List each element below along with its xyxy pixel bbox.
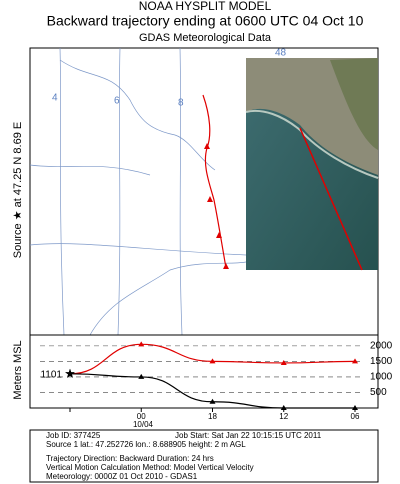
- meteorology: Meteorology: 0000Z 01 Oct 2010 - GDAS1: [46, 472, 198, 481]
- source-marker: [65, 368, 75, 378]
- point-marker: [209, 358, 216, 364]
- point-marker: [280, 405, 287, 410]
- method: Vertical Motion Calculation Method: Mode…: [46, 463, 254, 472]
- map-trajectory: [202, 94, 229, 269]
- direction: Trajectory Direction: Backward Duration:…: [46, 454, 214, 463]
- x-tick-label: 12: [279, 412, 288, 421]
- x-tick-label: 18: [208, 412, 217, 421]
- x-tick-label: 06: [351, 412, 360, 421]
- point-marker: [138, 341, 145, 347]
- y-tick-label: 1000: [370, 372, 393, 383]
- y-axis-label: Meters MSL: [12, 340, 24, 399]
- point-marker: [352, 358, 358, 364]
- point-marker: [209, 398, 216, 404]
- job-start: Job Start: Sat Jan 22 10:15:15 UTC 2011: [175, 431, 322, 440]
- map-lines: [29, 47, 247, 336]
- point-marker: [352, 405, 358, 410]
- value-label: 1101: [40, 369, 62, 380]
- map-label: 6: [114, 96, 120, 107]
- y-tick-label: 1500: [370, 356, 393, 367]
- series-line: [69, 343, 356, 375]
- title: NOAA HYSPLIT MODEL: [139, 0, 272, 13]
- job-id: Job ID: 377425: [46, 431, 101, 440]
- map-label: 8: [178, 98, 184, 109]
- point-marker: [280, 359, 287, 365]
- aerial-inset: [245, 58, 379, 271]
- source-info: Source 1 lat.: 47.252726 lon.: 8.688905 …: [46, 440, 246, 449]
- point-marker: [138, 373, 145, 379]
- map-label: 4: [52, 93, 58, 104]
- subtitle: Backward trajectory ending at 0600 UTC 0…: [47, 13, 364, 29]
- profile-frame: [29, 334, 379, 409]
- map-label: 48: [275, 48, 287, 59]
- y-tick-label: 500: [370, 387, 387, 398]
- x-tick-label: 00: [137, 412, 146, 421]
- data-source: GDAS Meteorological Data: [139, 32, 272, 44]
- y-tick-label: 2000: [370, 341, 393, 352]
- date-label: 10/04: [133, 420, 154, 429]
- source-label: Source ★ at 47.25 N 8.69 E: [12, 122, 24, 258]
- info-frame: [29, 429, 379, 483]
